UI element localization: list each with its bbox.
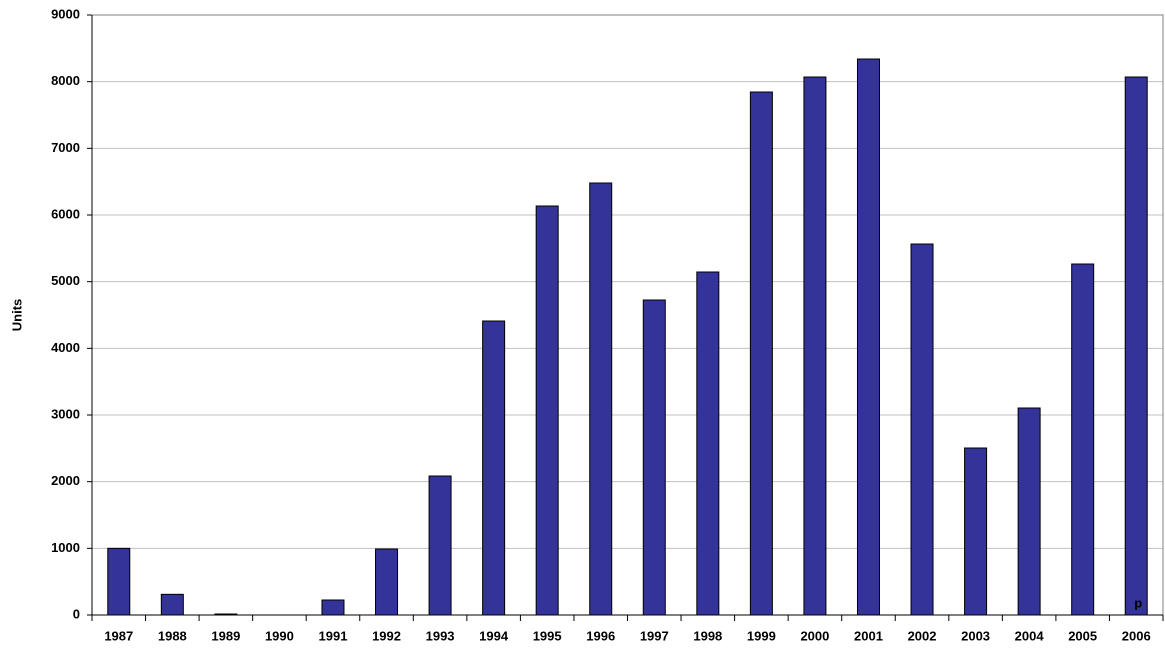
x-tick-label: 1987 [104,628,133,643]
y-axis-label: Units [9,299,24,332]
y-tick-label: 9000 [51,6,80,21]
plot-frame [91,14,1164,616]
x-tick-label: 1994 [479,628,509,643]
bar [696,271,720,616]
y-tick-label: 5000 [51,273,80,288]
y-tick-label: 7000 [51,140,80,155]
bar [214,613,238,616]
bar [1017,407,1041,616]
y-tick-label: 6000 [51,206,80,221]
x-tick-label: 2006 [1122,628,1151,643]
x-tick-label: 1999 [747,628,776,643]
x-tick-label: 1997 [640,628,669,643]
x-tick-label: 1989 [211,628,240,643]
bar [160,593,184,616]
x-tick-label: 1988 [158,628,187,643]
y-tick-label: 0 [73,606,80,621]
bar [482,320,506,616]
bar [1124,76,1148,616]
y-tick-label: 3000 [51,406,80,421]
bar [428,475,452,616]
bar [803,76,827,616]
bar [589,182,613,616]
x-tick-label: 1993 [426,628,455,643]
y-tick-label: 8000 [51,73,80,88]
bar [749,91,773,616]
x-tick-label: 2003 [961,628,990,643]
x-tick-label: 2002 [908,628,937,643]
x-tick-label: 1998 [693,628,722,643]
y-tick-label: 4000 [51,340,80,355]
x-tick-label: 2001 [854,628,883,643]
bar [1071,263,1095,616]
x-tick-label: 1990 [265,628,294,643]
x-tick-label: 2005 [1068,628,1097,643]
bar [107,547,131,616]
x-tick-label: 2000 [800,628,829,643]
bar [535,205,559,616]
x-tick-label: 1995 [533,628,562,643]
y-tick-label: 1000 [51,540,80,555]
x-tick-label: 1992 [372,628,401,643]
x-tick-label: 1991 [319,628,348,643]
bar [964,447,988,616]
bar [856,58,880,616]
annotation: p [1134,595,1142,610]
x-tick-label: 1996 [586,628,615,643]
bar [910,243,934,616]
bar [321,599,345,616]
x-tick-label: 2004 [1015,628,1045,643]
bar [642,299,666,616]
y-tick-label: 2000 [51,473,80,488]
bar [375,548,399,616]
